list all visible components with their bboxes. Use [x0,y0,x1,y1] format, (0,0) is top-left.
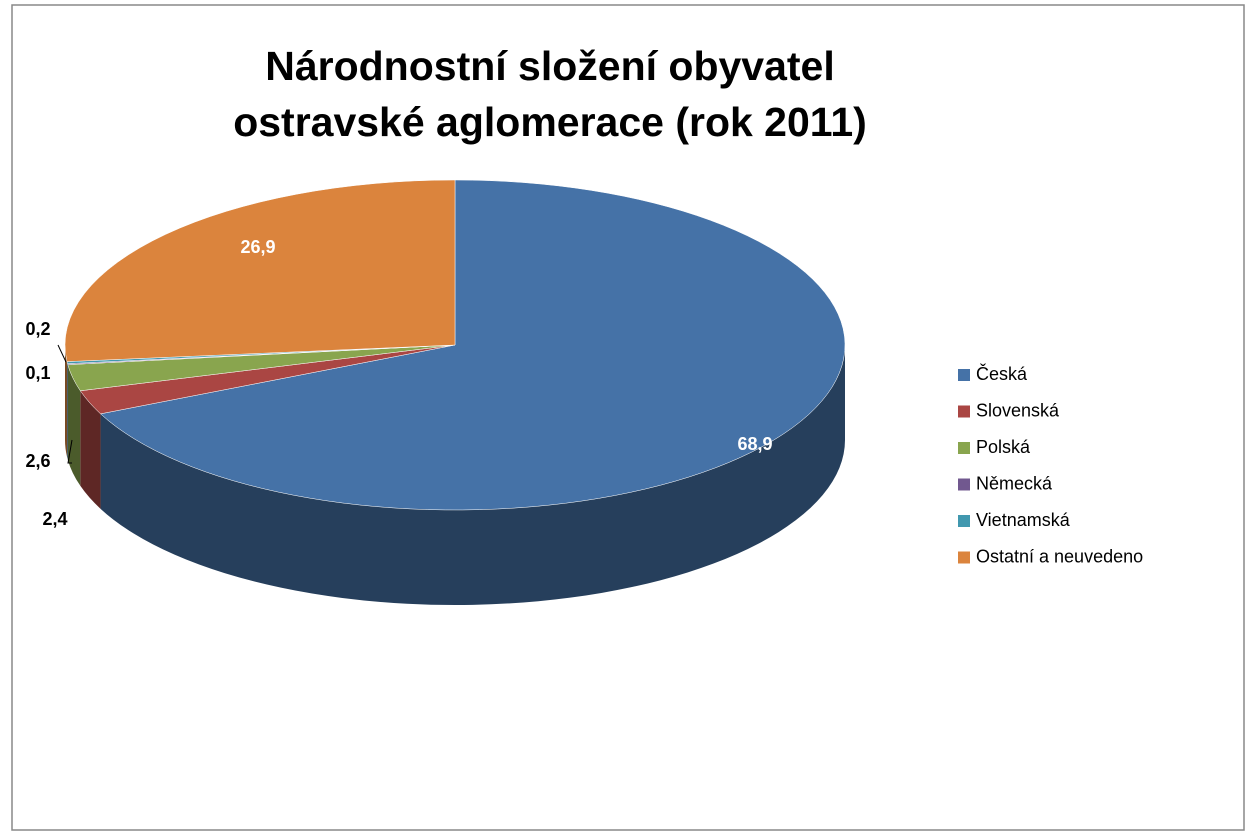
data-label: 68,9 [737,434,772,454]
pie-side [66,361,68,459]
pie-slice [64,179,456,362]
pie-side [80,390,101,509]
pie-side [65,345,67,457]
pie-slice [100,179,846,511]
legend-swatch [958,515,970,527]
data-label: 0,1 [25,363,50,383]
leader-line [67,439,73,464]
legend-swatch [958,478,970,491]
legend-label: Polská [976,437,1031,457]
legend-label: Ostatní a neuvedeno [976,546,1143,566]
legend-label: Vietnamská [976,510,1071,530]
chart-title: Národnostní složení obyvatel ostravské a… [233,43,867,145]
legend-swatch [958,369,970,381]
leader-line [57,344,67,363]
legend-label: Slovenská [976,400,1060,420]
data-label: 2,6 [25,451,50,471]
legend-swatch [958,442,970,454]
pie-side [100,345,846,605]
legend-swatch [958,405,970,418]
legend-label: Německá [976,473,1053,493]
legend-label: Česká [976,363,1028,384]
data-label: 2,4 [42,509,67,529]
data-label: 0,2 [25,319,50,339]
legend-swatch [958,551,970,564]
data-label: 26,9 [240,237,275,257]
pie-side [67,364,81,486]
